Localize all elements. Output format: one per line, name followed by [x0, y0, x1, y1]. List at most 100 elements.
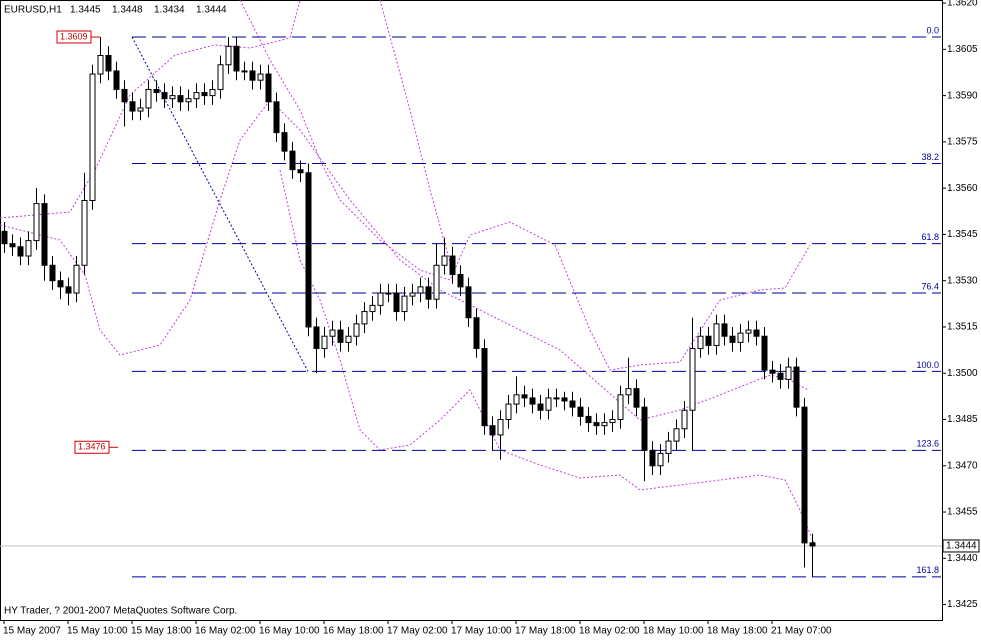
header-low: 1.3434 — [154, 5, 185, 16]
candle-body — [161, 92, 168, 100]
candle-body — [601, 422, 608, 427]
candle-body — [753, 329, 760, 337]
fib-label: 100.0 — [916, 360, 939, 370]
x-tick-label: 18 May 10:00 — [643, 626, 704, 637]
candle-body — [25, 240, 32, 257]
y-tick-label: 1.3470 — [947, 460, 978, 471]
candle-body — [185, 98, 192, 103]
candle-body — [585, 415, 592, 424]
candle-body — [649, 449, 656, 467]
candle-body — [521, 394, 528, 399]
candle-body — [633, 388, 640, 408]
candle-body — [729, 335, 736, 343]
candle-body — [513, 394, 520, 405]
copyright: HY Trader, ? 2001-2007 MetaQuotes Softwa… — [4, 606, 237, 617]
candle-body — [529, 397, 536, 405]
candle-body — [289, 150, 296, 171]
candle-body — [249, 70, 256, 81]
candle-body — [225, 45, 232, 66]
candle-body — [257, 73, 264, 81]
candle-body — [233, 45, 240, 72]
candle-body — [313, 326, 320, 350]
candle-body — [761, 335, 768, 371]
candle-body — [153, 88, 160, 94]
candle-body — [177, 95, 184, 103]
candle-body — [265, 73, 272, 103]
candle-body — [641, 406, 648, 451]
candle-body — [297, 169, 304, 174]
header-close: 1.3444 — [196, 5, 227, 16]
fib-trendline — [131, 36, 309, 372]
candle-body — [145, 88, 152, 109]
candle-body — [97, 55, 104, 75]
y-tick-label: 1.3530 — [947, 275, 978, 286]
candle-body — [409, 292, 416, 297]
x-tick-label: 21 May 07:00 — [771, 626, 832, 637]
header-high: 1.3448 — [112, 5, 143, 16]
candle-body — [73, 264, 80, 294]
candle-body — [121, 88, 128, 103]
candle-body — [449, 255, 456, 276]
candle-body — [81, 199, 88, 266]
y-tick-label: 1.3605 — [947, 44, 978, 55]
candle-body — [577, 406, 584, 417]
candle-body — [545, 397, 552, 411]
x-tick-label: 16 May 02:00 — [195, 626, 256, 637]
candle-body — [41, 203, 48, 266]
candle-body — [809, 542, 816, 547]
candle-body — [201, 92, 208, 97]
y-tick-label: 1.3515 — [947, 322, 978, 333]
y-tick-label: 1.3620 — [947, 0, 978, 9]
candle-body — [33, 203, 40, 242]
fib-label: 76.4 — [921, 281, 939, 291]
y-tick-label: 1.3545 — [947, 229, 978, 240]
candle-body — [57, 280, 64, 288]
candle-body — [137, 107, 144, 112]
candle-body — [169, 95, 176, 100]
x-tick-label: 15 May 18:00 — [131, 626, 192, 637]
y-tick-label: 1.3485 — [947, 414, 978, 425]
candle-body — [49, 264, 56, 282]
y-tick-label: 1.3440 — [947, 553, 978, 564]
price-label: 1.3476 — [78, 442, 106, 452]
y-tick-label: 1.3500 — [947, 368, 978, 379]
x-tick-label: 18 May 02:00 — [579, 626, 640, 637]
candle-body — [369, 304, 376, 313]
candle-body — [433, 264, 440, 300]
fib-label: 123.6 — [916, 439, 939, 449]
fib-label: 161.8 — [916, 565, 939, 575]
candle-body — [17, 246, 24, 257]
candle-body — [401, 295, 408, 313]
candle-body — [465, 286, 472, 319]
candle-body — [377, 292, 384, 306]
x-tick-label: 17 May 02:00 — [387, 626, 448, 637]
candle-body — [209, 88, 216, 97]
candle-body — [361, 311, 368, 325]
candle-body — [737, 332, 744, 343]
candle-body — [721, 323, 728, 337]
candle-body — [489, 425, 496, 436]
candle-body — [657, 452, 664, 467]
candle-body — [697, 335, 704, 350]
candle-body — [745, 329, 752, 334]
candle-body — [273, 101, 280, 134]
x-tick-label: 15 May 10:00 — [67, 626, 128, 637]
candle-body — [713, 323, 720, 346]
candle-body — [193, 92, 200, 100]
candle-body — [1, 230, 8, 245]
y-tick-label: 1.3455 — [947, 507, 978, 518]
candle-body — [609, 419, 616, 424]
candle-body — [337, 329, 344, 343]
candle-body — [241, 70, 248, 73]
candle-body — [673, 428, 680, 442]
candle-body — [353, 323, 360, 337]
y-tick-label: 1.3425 — [947, 599, 978, 610]
current-price-box — [942, 539, 980, 553]
candle-body — [705, 335, 712, 346]
x-tick-label: 15 May 2007 — [3, 626, 61, 637]
candle-body — [561, 397, 568, 402]
y-tick-label: 1.3560 — [947, 183, 978, 194]
candle-body — [625, 388, 632, 396]
candle-body — [425, 286, 432, 300]
